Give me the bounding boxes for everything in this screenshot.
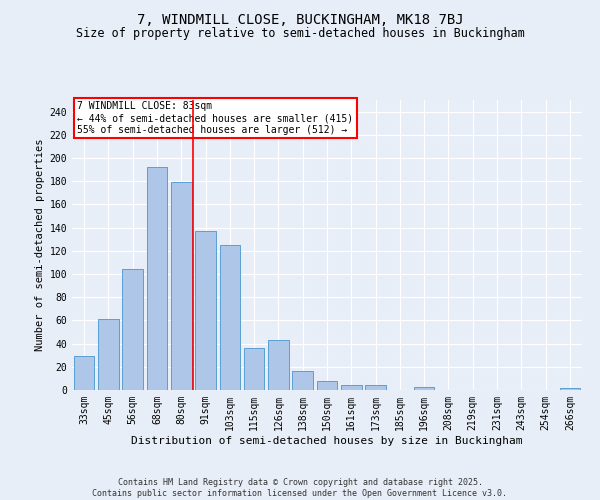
Text: Size of property relative to semi-detached houses in Buckingham: Size of property relative to semi-detach… [76, 28, 524, 40]
Bar [414, 386, 434, 390]
Bar [146, 168, 167, 390]
Bar [244, 348, 265, 390]
Bar [292, 372, 313, 390]
Bar [171, 182, 191, 390]
Y-axis label: Number of semi-detached properties: Number of semi-detached properties [35, 138, 46, 352]
X-axis label: Distribution of semi-detached houses by size in Buckingham: Distribution of semi-detached houses by … [131, 436, 523, 446]
Bar [560, 388, 580, 390]
Bar [268, 340, 289, 390]
Bar [220, 245, 240, 390]
Text: Contains HM Land Registry data © Crown copyright and database right 2025.
Contai: Contains HM Land Registry data © Crown c… [92, 478, 508, 498]
Bar [74, 356, 94, 390]
Bar [122, 270, 143, 390]
Bar [341, 386, 362, 390]
Bar [365, 386, 386, 390]
Bar [317, 380, 337, 390]
Bar [195, 231, 216, 390]
Text: 7, WINDMILL CLOSE, BUCKINGHAM, MK18 7BJ: 7, WINDMILL CLOSE, BUCKINGHAM, MK18 7BJ [137, 12, 463, 26]
Bar [98, 319, 119, 390]
Text: 7 WINDMILL CLOSE: 83sqm
← 44% of semi-detached houses are smaller (415)
55% of s: 7 WINDMILL CLOSE: 83sqm ← 44% of semi-de… [77, 102, 353, 134]
